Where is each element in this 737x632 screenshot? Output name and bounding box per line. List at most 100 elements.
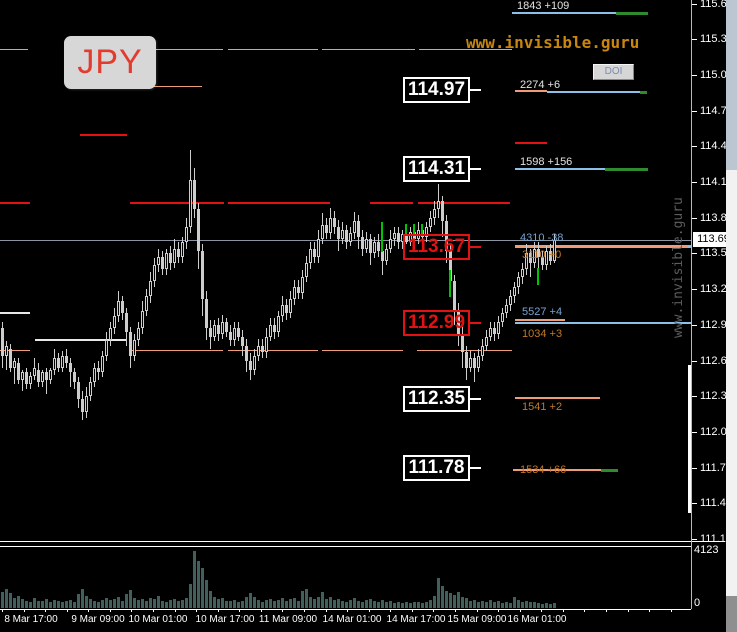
volume-bar — [345, 602, 348, 608]
scrollbar-thumb[interactable] — [726, 0, 737, 170]
volume-bar — [505, 602, 508, 608]
time-axis-label: 10 Mar 01:00 — [128, 614, 188, 625]
level-line — [605, 168, 648, 171]
volume-bar — [405, 602, 408, 608]
candle-body — [357, 221, 360, 237]
level-line — [322, 49, 415, 50]
price-axis-label: 112.98 — [700, 319, 733, 331]
price-level-leader-dash — [470, 168, 481, 170]
candle-body — [441, 201, 444, 221]
candle-body — [317, 239, 320, 257]
candle-body — [529, 253, 532, 263]
price-level-box: 114.97 — [403, 77, 470, 103]
candle-body — [269, 325, 272, 337]
volume-bar — [437, 578, 440, 608]
candle-body — [377, 242, 380, 251]
volume-bar — [269, 599, 272, 608]
volume-bar — [145, 601, 148, 608]
candle-body — [101, 356, 104, 372]
signal-mark — [421, 224, 423, 235]
candle-body — [273, 325, 276, 332]
candle-body — [153, 265, 156, 281]
candle-body — [405, 234, 408, 242]
volume-bar — [81, 589, 84, 608]
chart-plot-area[interactable]: 114.97 114.31 113.67 112.99 112.35 111.78 1843… — [0, 0, 692, 542]
volume-bar — [257, 600, 260, 608]
price-axis-label: 113.88 — [700, 212, 733, 224]
candle-body — [141, 311, 144, 328]
current-price-label: 113.69 — [693, 232, 734, 247]
level-line — [228, 350, 318, 351]
level-volume-label: 4310 -38 — [520, 232, 564, 244]
candle-body — [537, 249, 540, 257]
candle-body — [365, 239, 368, 249]
volume-bar — [45, 599, 48, 608]
volume-bar — [197, 561, 200, 608]
candle-body — [21, 372, 24, 380]
candle-body — [305, 263, 308, 277]
candle-wick — [530, 249, 531, 277]
candle-body — [525, 253, 528, 269]
price-axis-label: 114.18 — [700, 176, 733, 188]
price-axis[interactable]: 115.68 115.38 115.08 114.78 114.48 114.18 113.… — [692, 0, 733, 632]
volume-bar — [161, 601, 164, 608]
volume-bar — [261, 602, 264, 608]
price-axis-label: 112.68 — [700, 355, 733, 367]
chart-bottom-separator — [0, 541, 725, 542]
candle-body — [233, 328, 236, 340]
volume-bar — [33, 598, 36, 608]
candle-body — [321, 225, 324, 239]
volume-bar — [357, 601, 360, 608]
volume-panel-top-border — [0, 546, 691, 547]
candle-body — [9, 349, 12, 368]
volume-bar — [373, 601, 376, 608]
candle-body — [353, 221, 356, 233]
candle-body — [249, 361, 252, 370]
price-axis-tick — [692, 289, 697, 290]
candle-body — [197, 209, 200, 251]
time-axis-tick — [412, 609, 413, 612]
candle-body — [541, 257, 544, 265]
price-axis-tick — [692, 539, 697, 540]
volume-bar — [105, 598, 108, 608]
volume-bar — [149, 598, 152, 608]
candle-body — [325, 225, 328, 233]
candle-body — [453, 281, 456, 311]
volume-bar — [341, 601, 344, 608]
price-level-leader-dash — [470, 246, 481, 248]
candle-body — [505, 305, 508, 313]
scale-range-bar — [688, 365, 691, 513]
candle-body — [545, 251, 548, 265]
time-axis-tick — [498, 609, 499, 612]
time-axis-tick — [326, 609, 327, 612]
candle-body — [553, 240, 556, 261]
scrollbar-down-button[interactable] — [726, 596, 737, 632]
volume-bar — [353, 598, 356, 608]
volume-bar — [233, 600, 236, 608]
scrollbar-track[interactable] — [726, 0, 737, 632]
signal-mark — [381, 222, 383, 252]
time-axis-tick — [261, 609, 262, 612]
candle-body — [181, 242, 184, 257]
level-line — [0, 49, 28, 50]
volume-bar — [225, 601, 228, 608]
time-axis-label: 14 Mar 17:00 — [386, 614, 446, 625]
price-level-box: 114.31 — [403, 156, 470, 182]
volume-bar — [521, 602, 524, 608]
candle-body — [265, 337, 268, 352]
candle-body — [145, 296, 148, 311]
volume-zero-label: 0 — [694, 597, 701, 609]
candle-body — [221, 322, 224, 334]
signal-mark — [537, 268, 539, 285]
price-axis-tick — [692, 503, 697, 504]
volume-bar — [297, 601, 300, 608]
volume-bar — [381, 600, 384, 608]
level-line — [35, 339, 127, 341]
volume-bar — [193, 551, 196, 608]
volume-bar — [365, 600, 368, 608]
doi-button[interactable]: DOI — [593, 64, 634, 80]
volume-bar — [545, 603, 548, 608]
candle-body — [53, 358, 56, 370]
time-axis[interactable]: 8 Mar 17:00 9 Mar 09:00 10 Mar 01:00 10 Mar… — [0, 609, 692, 632]
candle-body — [349, 233, 352, 242]
